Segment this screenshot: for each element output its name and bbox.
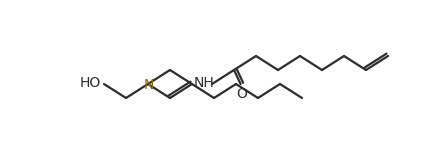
Text: O: O xyxy=(236,87,247,101)
Text: NH: NH xyxy=(194,76,214,90)
Text: N: N xyxy=(144,78,154,92)
Text: HO: HO xyxy=(79,76,101,90)
